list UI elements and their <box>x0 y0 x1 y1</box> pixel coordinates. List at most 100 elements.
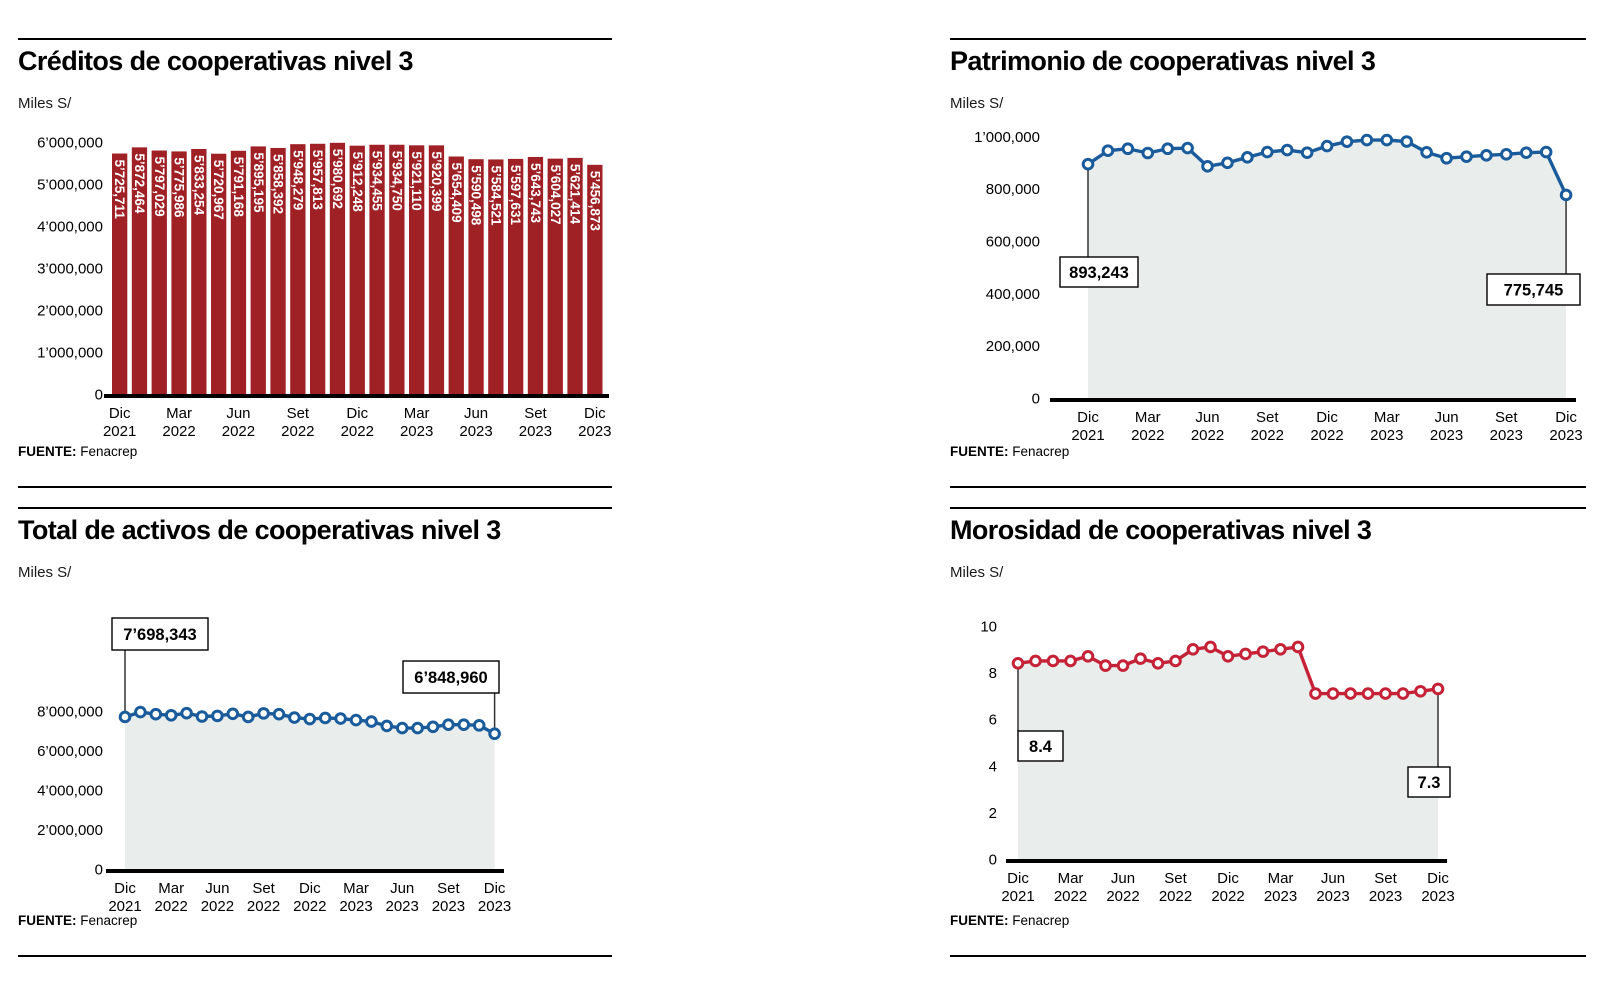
bar <box>151 150 167 394</box>
x-tick-month: Dic <box>1217 870 1239 887</box>
bar <box>211 153 227 394</box>
bar-value-label: 5’957,813 <box>310 150 325 211</box>
data-point-marker <box>1440 151 1453 165</box>
morosidad-line-chart: 8.47.31086420Dic2021Mar2022Jun2022Set202… <box>980 619 1454 906</box>
bar <box>547 158 563 394</box>
bar <box>250 146 266 394</box>
data-point-marker <box>1064 654 1077 668</box>
x-tick-month: Mar <box>404 405 430 422</box>
data-point-marker <box>257 707 270 720</box>
data-point-marker <box>1274 643 1287 656</box>
bar-value-label: 5’643,743 <box>528 163 543 224</box>
data-point-marker <box>1326 687 1340 700</box>
y-tick-label: 2’000,000 <box>37 303 103 320</box>
bar-value-label: 5’597,631 <box>508 165 523 226</box>
bar <box>349 145 365 394</box>
panel-top-rule <box>950 38 1586 40</box>
x-tick-year: 2023 <box>432 898 465 915</box>
y-tick-label: 1’000,000 <box>974 129 1040 146</box>
data-point-marker <box>195 710 209 723</box>
y-tick-label: 4’000,000 <box>37 219 103 236</box>
bar-value-label: 5’775,986 <box>172 157 187 218</box>
panel-bottom-rule <box>950 955 1586 957</box>
data-point-marker <box>1011 656 1025 670</box>
data-point-marker <box>411 721 424 735</box>
x-tick-month: Dic <box>114 880 136 897</box>
source-note-activos: FUENTE: Fenacrep <box>18 913 137 928</box>
data-point-marker <box>1239 647 1252 661</box>
x-tick-month: Dic <box>109 405 131 422</box>
callout-box <box>1407 766 1451 798</box>
patrimonio-line-chart: 893,243 775,745 1’000,000 800,000 600,000 400… <box>974 129 1583 444</box>
x-tick-month: Jun <box>205 880 229 897</box>
source-name: Fenacrep <box>1012 444 1070 459</box>
x-tick-month: Set <box>437 880 460 897</box>
data-point-marker <box>1361 687 1375 700</box>
x-tick-month: Dic <box>584 405 606 422</box>
data-point-marker <box>1256 645 1270 658</box>
source-label: FUENTE: <box>950 913 1009 928</box>
data-point-marker <box>1134 652 1147 665</box>
x-tick-month: Dic <box>1427 870 1449 887</box>
x-tick-year: 2022 <box>247 898 280 915</box>
chart-title-activos: Total de activos de cooperativas nivel 3 <box>18 515 501 545</box>
x-tick-month: Dic <box>1555 409 1577 426</box>
source-note-morosidad: FUENTE: Fenacrep <box>950 913 1069 928</box>
x-tick-year: 2023 <box>1369 888 1402 905</box>
data-point-marker <box>272 707 286 721</box>
x-tick-month: Dic <box>1316 409 1338 426</box>
panel-patrimonio: Patrimonio de cooperativas nivel 3 Miles… <box>950 38 1586 490</box>
x-tick-year: 2023 <box>1316 888 1349 905</box>
x-tick-month: Set <box>252 880 275 897</box>
data-point-marker <box>1151 656 1165 670</box>
x-tick-year: 2021 <box>108 898 141 915</box>
callout-value: 6’848,960 <box>414 669 487 687</box>
x-tick-year: 2022 <box>1211 888 1244 905</box>
data-point-marker <box>180 706 193 720</box>
data-point-marker <box>1559 188 1573 202</box>
unit-label-morosidad: Miles S/ <box>950 564 1004 581</box>
x-tick-year: 2023 <box>1430 427 1463 444</box>
x-tick-year: 2023 <box>1490 427 1523 444</box>
data-point-marker <box>380 719 394 733</box>
x-tick-month: Jun <box>1321 870 1345 887</box>
bar <box>112 153 128 394</box>
y-tick-label: 4 <box>989 758 997 775</box>
bar <box>468 159 484 394</box>
panel-bottom-rule <box>18 955 612 957</box>
y-tick-label: 6’000,000 <box>37 743 103 760</box>
bar <box>409 145 425 394</box>
bar-value-label: 5’833,254 <box>191 155 206 216</box>
x-tick-year: 2021 <box>1001 888 1034 905</box>
bar <box>310 143 326 394</box>
data-point-marker <box>1204 640 1217 654</box>
panel-top-rule <box>950 507 1586 509</box>
chart-title-patrimonio: Patrimonio de cooperativas nivel 3 <box>950 46 1376 76</box>
x-tick-month: Dic <box>299 880 321 897</box>
bar <box>389 144 405 394</box>
y-tick-label: 3’000,000 <box>37 261 103 278</box>
data-point-marker <box>1169 654 1182 668</box>
bar <box>230 150 247 394</box>
data-point-marker <box>1280 143 1294 157</box>
y-tick-label: 6’000,000 <box>37 135 103 152</box>
y-tick-label: 800,000 <box>986 181 1040 198</box>
source-name: Fenacrep <box>80 913 138 928</box>
y-tick-label: 8 <box>989 665 997 682</box>
data-point-marker <box>1121 142 1135 156</box>
bar-value-label: 5’456,873 <box>587 171 602 232</box>
callout-value: 7’698,343 <box>123 626 196 644</box>
y-tick-label: 4’000,000 <box>37 783 103 800</box>
source-label: FUENTE: <box>950 444 1009 459</box>
data-point-marker <box>334 712 347 725</box>
x-tick-year: 2023 <box>339 898 372 915</box>
callout-box <box>1017 730 1064 762</box>
bar-value-label: 5’590,498 <box>469 165 484 226</box>
area-fill <box>1088 140 1567 398</box>
data-point-marker <box>164 708 178 722</box>
data-point-marker <box>442 718 455 732</box>
data-point-marker <box>426 720 440 734</box>
y-tick-label: 400,000 <box>986 286 1040 303</box>
data-point-marker <box>226 707 240 721</box>
source-note-patrimonio: FUENTE: Fenacrep <box>950 444 1069 459</box>
